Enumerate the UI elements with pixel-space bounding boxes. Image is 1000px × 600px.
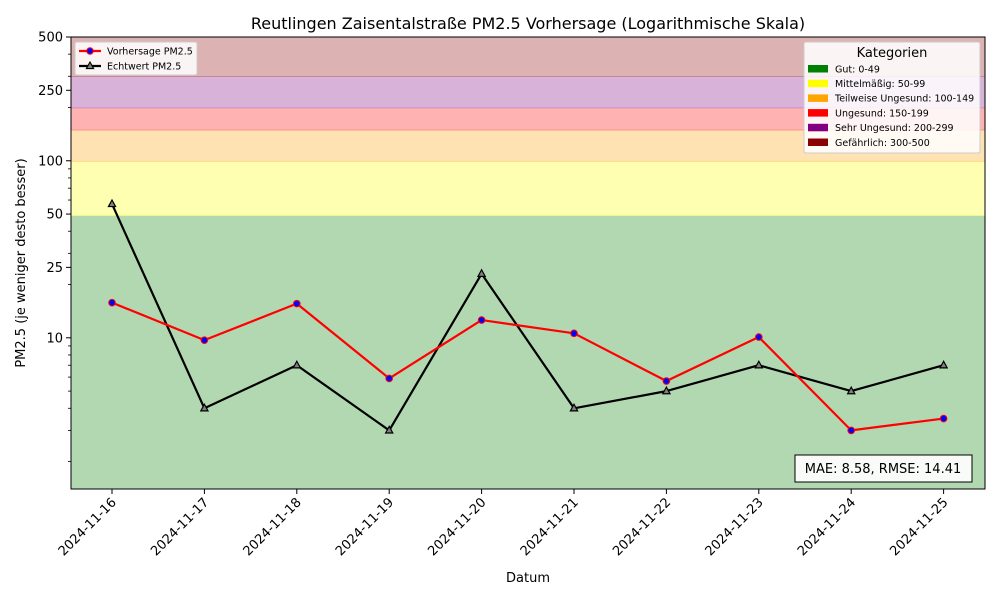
- series-0-point-3: [385, 374, 394, 383]
- category-swatch-3: [808, 109, 828, 117]
- plot-frame: [70, 36, 986, 490]
- series-legend-box: [74, 41, 198, 76]
- series-legend-marker-0: [86, 47, 94, 55]
- x-tick-label-8: 2024-11-24: [795, 495, 859, 559]
- series-0-point-0: [108, 298, 116, 307]
- series-0-point-1: [200, 336, 209, 344]
- series-legend-label-1: Echtwert PM2.5: [107, 62, 181, 73]
- series-1-point-3: [384, 425, 394, 434]
- metrics-box-frame: [794, 454, 973, 483]
- series-0-point-9: [939, 414, 948, 423]
- series-1-point-4: [476, 268, 487, 277]
- y-tick-label-5: 500: [38, 31, 63, 46]
- metrics-text: MAE: 8.58, RMSE: 14.41: [805, 462, 962, 477]
- y-axis-label: PM2.5 (je weniger desto besser): [14, 158, 29, 367]
- metrics-box: MAE: 8.58, RMSE: 14.41: [794, 454, 973, 483]
- series-1-point-9: [938, 359, 949, 369]
- series-line-0: [111, 301, 944, 432]
- y-tick-label-2: 50: [46, 208, 63, 223]
- category-label-2: Teilweise Ungesund: 100-149: [834, 94, 974, 105]
- category-bands: [71, 37, 985, 489]
- band-1: [71, 161, 985, 216]
- category-swatch-1: [808, 79, 828, 88]
- band-3: [71, 107, 985, 131]
- band-0: [71, 215, 985, 489]
- x-tick-label-4: 2024-11-20: [425, 495, 489, 559]
- category-swatch-4: [808, 123, 828, 132]
- category-label-5: Gefährlich: 300-500: [835, 138, 930, 149]
- series-0-point-8: [847, 426, 856, 435]
- x-tick-label-6: 2024-11-22: [610, 495, 674, 559]
- y-axis-ticks: 10 25 50 100 250 500: [38, 31, 71, 462]
- series-0-point-7: [755, 333, 763, 341]
- x-tick-label-5: 2024-11-21: [518, 495, 582, 559]
- series-1-point-0: [107, 198, 117, 208]
- series-1-point-2: [292, 359, 302, 369]
- category-swatch-0: [808, 65, 828, 73]
- series-1-point-5: [569, 403, 579, 412]
- category-legend-title: Kategorien: [857, 46, 928, 61]
- category-label-1: Mittelmäßig: 50-99: [835, 79, 925, 90]
- series-0-point-5: [570, 329, 578, 338]
- series-0-point-6: [662, 377, 671, 385]
- category-swatch-5: [808, 138, 828, 146]
- y-tick-label-3: 100: [38, 154, 63, 169]
- chart-title: Reutlingen Zaisentalstraße PM2.5 Vorhers…: [251, 14, 805, 33]
- series-lines: [110, 203, 944, 432]
- x-axis-label: Datum: [506, 571, 550, 586]
- y-tick-label-0: 10: [46, 331, 63, 346]
- category-label-0: Gut: 0-49: [835, 64, 880, 75]
- series-1-point-6: [661, 385, 672, 395]
- x-tick-label-2: 2024-11-18: [241, 495, 305, 559]
- series-legend-marker-1: [85, 60, 95, 70]
- series-1-point-1: [199, 403, 210, 412]
- category-swatch-2: [808, 94, 828, 102]
- series-legend-label-0: Vorhersage PM2.5: [107, 47, 193, 58]
- x-tick-label-9: 2024-11-25: [887, 495, 951, 559]
- category-label-4: Sehr Ungesund: 200-299: [835, 123, 954, 134]
- x-tick-label-7: 2024-11-23: [703, 495, 767, 559]
- y-tick-label-4: 250: [38, 84, 63, 99]
- series-line-1: [110, 203, 944, 432]
- series-0-point-4: [477, 316, 486, 324]
- series-legend: Vorhersage PM2.5 Echtwert PM2.5: [74, 41, 198, 76]
- series-1-point-7: [754, 359, 764, 369]
- series-1-point-8: [846, 385, 856, 395]
- x-axis-ticks: 2024-11-16 2024-11-17 2024-11-18 2024-11-19…: [56, 489, 951, 559]
- x-tick-label-0: 2024-11-16: [56, 495, 120, 559]
- x-tick-label-3: 2024-11-19: [333, 495, 397, 559]
- x-tick-label-1: 2024-11-17: [148, 495, 212, 559]
- series-markers: [107, 198, 949, 435]
- series-0-point-2: [293, 299, 301, 308]
- category-label-3: Ungesund: 150-199: [835, 108, 929, 119]
- y-tick-label-1: 25: [46, 261, 63, 276]
- category-legend: Kategorien Gut: 0-49 Mittelmäßig: 50-99 Te…: [803, 41, 981, 154]
- category-legend-box: [803, 41, 981, 154]
